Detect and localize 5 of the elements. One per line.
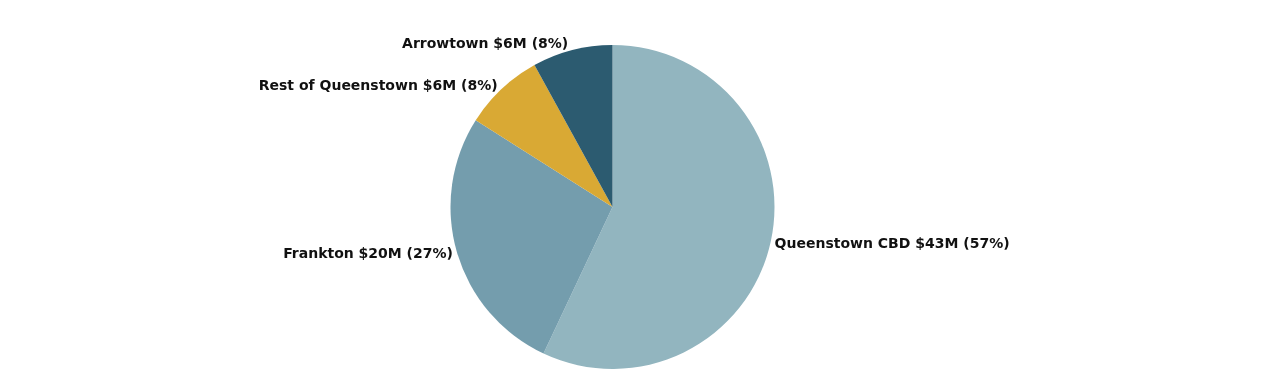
slice-label: Arrowtown $6M (8%) [402, 34, 569, 51]
slice-label: Frankton $20M (27%) [283, 244, 453, 261]
pie-slice [450, 120, 613, 354]
slice-label: Queenstown CBD $43M (57%) [774, 234, 1010, 251]
slice-label: Rest of Queenstown $6M (8%) [258, 76, 498, 93]
